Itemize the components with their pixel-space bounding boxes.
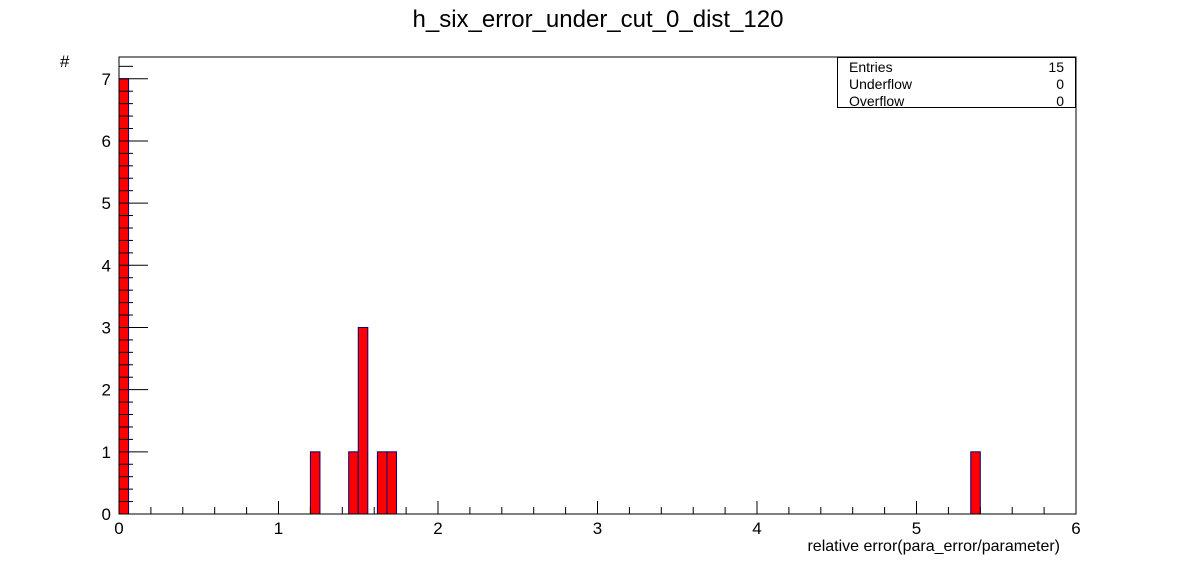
x-tick-label: 1	[274, 519, 283, 538]
y-tick-label: 3	[102, 318, 111, 337]
histogram-bar	[309, 451, 321, 515]
chart-title: h_six_error_under_cut_0_dist_120	[412, 6, 784, 33]
x-tick-label: 0	[114, 519, 123, 538]
y-tick-label: 2	[102, 381, 111, 400]
y-tick-label: 0	[102, 505, 111, 524]
y-axis-title: #	[60, 52, 70, 71]
bars-layer	[118, 78, 981, 515]
stats-value: 15	[1048, 59, 1064, 75]
stats-label: Underflow	[849, 76, 913, 92]
histogram-bar	[970, 451, 981, 515]
x-tick-label: 5	[912, 519, 921, 538]
stats-value: 0	[1056, 93, 1064, 109]
stats-value: 0	[1056, 76, 1064, 92]
y-tick-label: 4	[102, 256, 111, 275]
histogram-bar	[357, 326, 369, 515]
ticks-layer	[118, 65, 1077, 515]
x-tick-label: 4	[752, 519, 761, 538]
stats-row-entries: Entries 15	[849, 59, 1064, 76]
y-tick-label: 1	[102, 443, 111, 462]
y-tick-label: 6	[102, 132, 111, 151]
histogram-bar	[386, 451, 398, 515]
x-tick-label: 3	[593, 519, 602, 538]
stats-label: Overflow	[849, 93, 905, 109]
stats-row-overflow: Overflow 0	[849, 93, 1064, 110]
x-tick-label: 6	[1071, 519, 1080, 538]
y-tick-label: 5	[102, 194, 111, 213]
histogram-bar	[348, 451, 359, 515]
x-axis-title: relative error(para_error/parameter)	[807, 538, 1060, 555]
stats-row-underflow: Underflow 0	[849, 76, 1064, 93]
histogram-bar	[118, 78, 130, 515]
y-tick-label: 7	[102, 70, 111, 89]
stats-label: Entries	[849, 59, 893, 75]
histogram-bar	[376, 451, 388, 515]
x-tick-label: 2	[433, 519, 442, 538]
tick-labels-layer: 0 1 2 3 4 5 6 0 1 2 3 4 5 6 7	[102, 70, 1081, 538]
stats-box: Entries 15 Underflow 0 Overflow 0	[837, 57, 1076, 110]
plot-frame	[118, 56, 1077, 515]
